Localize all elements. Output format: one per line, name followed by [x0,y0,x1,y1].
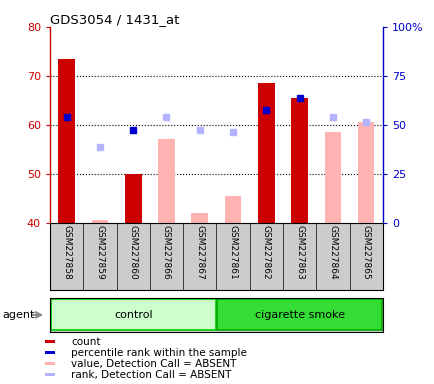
Text: percentile rank within the sample: percentile rank within the sample [71,348,246,358]
Text: GSM227863: GSM227863 [294,225,303,280]
Bar [324,132,340,223]
Text: agent: agent [2,310,34,320]
Bar [257,83,274,223]
Bar [45,373,55,376]
Bar [51,300,215,330]
Bar [224,196,241,223]
Text: GSM227858: GSM227858 [62,225,71,280]
Text: GSM227867: GSM227867 [195,225,204,280]
Text: GSM227862: GSM227862 [261,225,270,280]
Bar [191,213,207,223]
Text: GSM227864: GSM227864 [328,225,337,280]
Text: control: control [114,310,152,320]
Text: GSM227866: GSM227866 [161,225,171,280]
Bar [158,139,174,223]
Text: rank, Detection Call = ABSENT: rank, Detection Call = ABSENT [71,370,231,380]
Bar [357,122,374,223]
Text: GDS3054 / 1431_at: GDS3054 / 1431_at [50,13,179,26]
Bar [45,362,55,365]
Bar [125,174,141,223]
Bar [291,98,307,223]
Bar [58,59,75,223]
Text: GSM227859: GSM227859 [95,225,104,280]
Bar [92,220,108,223]
Bar [45,351,55,354]
Text: GSM227865: GSM227865 [361,225,370,280]
Bar [45,340,55,343]
Text: count: count [71,336,100,346]
Text: GSM227861: GSM227861 [228,225,237,280]
Text: cigarette smoke: cigarette smoke [254,310,344,320]
Bar [217,300,381,330]
Text: value, Detection Call = ABSENT: value, Detection Call = ABSENT [71,359,236,369]
Text: GSM227860: GSM227860 [128,225,138,280]
